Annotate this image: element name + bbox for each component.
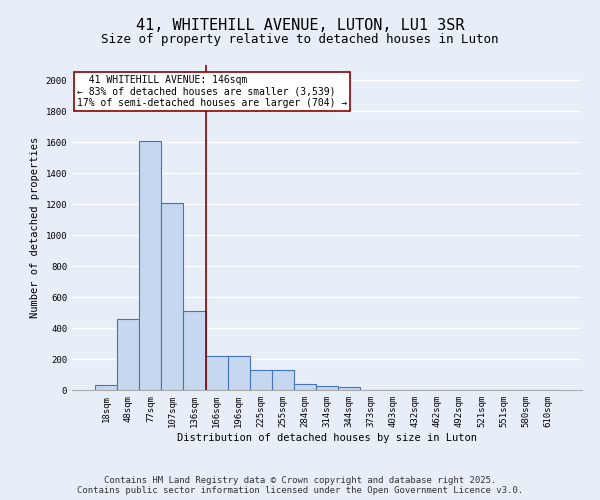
Text: 41, WHITEHILL AVENUE, LUTON, LU1 3SR: 41, WHITEHILL AVENUE, LUTON, LU1 3SR [136, 18, 464, 32]
Text: 41 WHITEHILL AVENUE: 146sqm
← 83% of detached houses are smaller (3,539)
17% of : 41 WHITEHILL AVENUE: 146sqm ← 83% of det… [77, 74, 347, 108]
Text: Contains HM Land Registry data © Crown copyright and database right 2025.
Contai: Contains HM Land Registry data © Crown c… [77, 476, 523, 495]
Bar [206, 356, 227, 390]
Bar [117, 319, 139, 390]
Bar [272, 370, 294, 390]
Bar [250, 370, 272, 390]
Bar [184, 311, 206, 390]
Text: Size of property relative to detached houses in Luton: Size of property relative to detached ho… [101, 32, 499, 46]
Bar [227, 356, 250, 390]
Y-axis label: Number of detached properties: Number of detached properties [30, 137, 40, 318]
Bar [294, 384, 316, 390]
X-axis label: Distribution of detached houses by size in Luton: Distribution of detached houses by size … [177, 432, 477, 442]
Bar [139, 141, 161, 390]
Bar [95, 386, 117, 390]
Bar [316, 386, 338, 390]
Bar [161, 202, 184, 390]
Bar [338, 387, 360, 390]
